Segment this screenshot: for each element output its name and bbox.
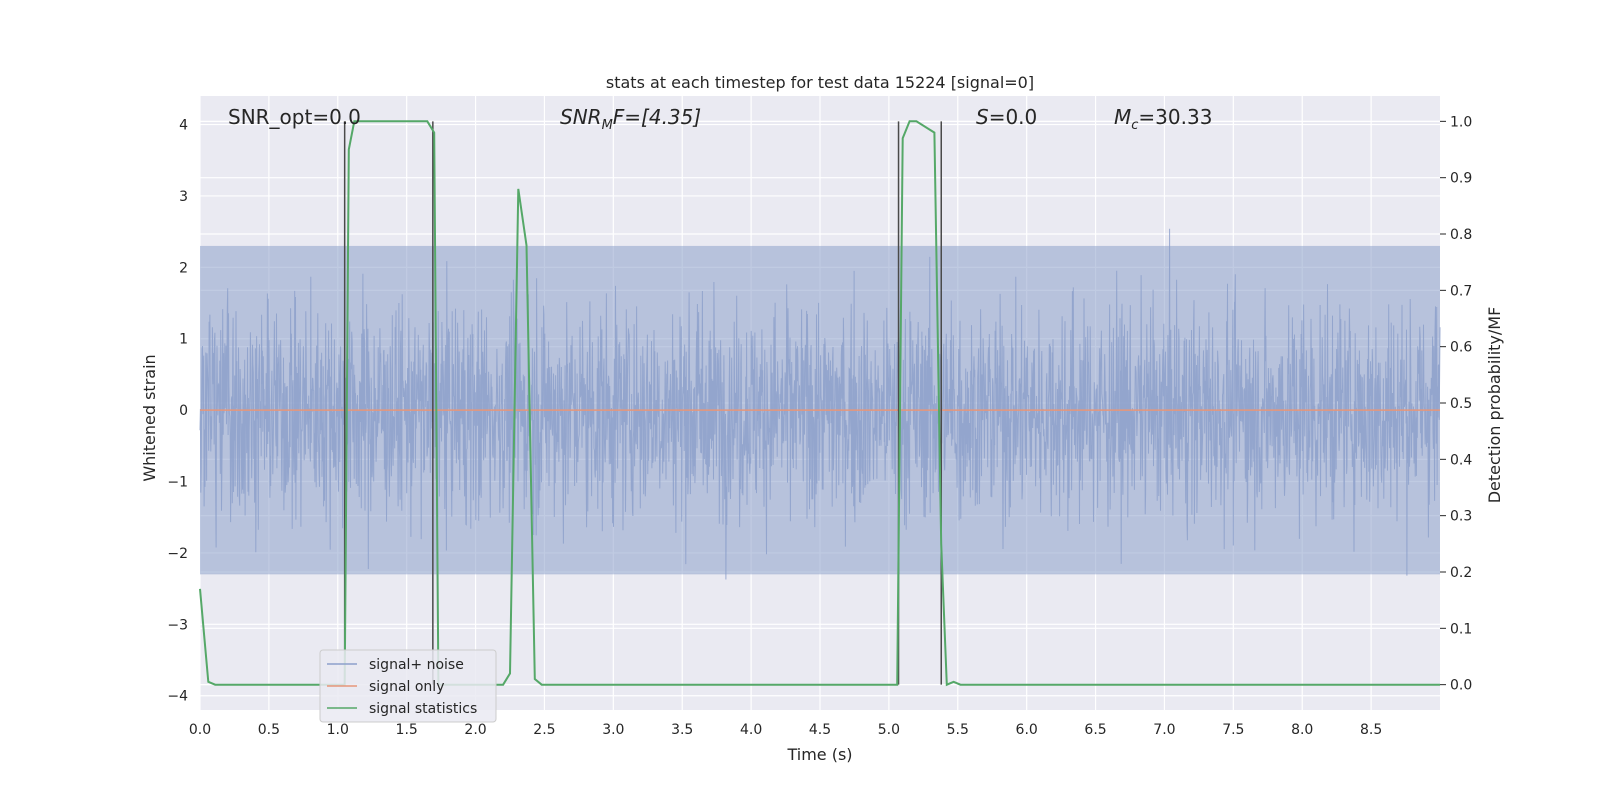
y-axis-ticks: 4 3 2 1 0 −1 −2 −3 −4 — [167, 118, 188, 705]
y-tick-label-8: −4 — [167, 689, 188, 705]
x-tick-label-16: 8.0 — [1291, 722, 1313, 738]
chart-title: stats at each timestep for test data 152… — [606, 73, 1034, 92]
legend: signal+ noise signal only signal statist… — [319, 649, 497, 723]
x-tick-label-6: 3.0 — [602, 722, 624, 738]
x-tick-label-11: 5.5 — [947, 722, 969, 738]
y-right-tick-label-6: 0.4 — [1450, 452, 1472, 468]
y-right-tick-label-10: 0.0 — [1450, 678, 1472, 694]
annotation-snr-mf: SNRMF=[4.35] — [560, 105, 701, 133]
annotation-mc: Mc=30.33 — [1114, 105, 1212, 133]
x-tick-label-12: 6.0 — [1016, 722, 1038, 738]
y-right-tick-label-1: 0.9 — [1450, 171, 1472, 187]
x-tick-label-3: 1.5 — [396, 722, 418, 738]
x-tick-label-5: 2.5 — [533, 722, 555, 738]
y-right-tick-label-3: 0.7 — [1450, 283, 1472, 299]
legend-label-signal-statistics: signal statistics — [369, 701, 477, 717]
x-axis-ticks: 0.0 0.5 1.0 1.5 2.0 2.5 3.0 3.5 4.0 4.5 5.0 5.5 6.0 6… — [189, 722, 1382, 738]
y-tick-label-1: 3 — [179, 189, 188, 205]
x-tick-label-14: 7.0 — [1153, 722, 1175, 738]
y-right-tick-label-2: 0.8 — [1450, 227, 1472, 243]
x-tick-label-1: 0.5 — [258, 722, 280, 738]
annotation-snr-mf-main: SNR — [560, 105, 602, 129]
annotation-snr-mf-sub: M — [602, 118, 613, 133]
y-right-tick-label-7: 0.3 — [1450, 509, 1472, 525]
x-tick-label-4: 2.0 — [464, 722, 486, 738]
x-tick-label-10: 5.0 — [878, 722, 900, 738]
x-tick-label-0: 0.0 — [189, 722, 211, 738]
series-signal-noise — [199, 228, 1441, 580]
y-tick-label-7: −3 — [167, 617, 188, 633]
annotation-snr-opt: SNR_opt=0.0 — [228, 105, 361, 129]
y-right-axis-ticks: 1.0 0.9 0.8 0.7 0.6 0.5 0.4 0.3 0.2 0.1 0.0 — [1440, 114, 1472, 694]
y-right-tick-label-0: 1.0 — [1450, 114, 1472, 130]
annotation-s-main: S — [976, 105, 989, 129]
y-right-tick-label-9: 0.1 — [1450, 621, 1472, 637]
x-tick-label-2: 1.0 — [327, 722, 349, 738]
annotation-s: S=0.0 — [976, 105, 1037, 129]
x-tick-label-7: 3.5 — [671, 722, 693, 738]
annotation-s-rest: =0.0 — [989, 105, 1038, 129]
y-tick-label-2: 2 — [179, 260, 188, 276]
annotation-mc-main: M — [1114, 105, 1131, 129]
series-signal-statistics — [199, 120, 1440, 687]
y-right-tick-label-5: 0.5 — [1450, 396, 1472, 412]
x-tick-label-9: 4.5 — [809, 722, 831, 738]
annotation-mc-rest: =30.33 — [1138, 105, 1212, 129]
legend-box — [319, 649, 497, 723]
annotation-mc-sub: c — [1131, 118, 1138, 133]
legend-label-signal-only: signal only — [369, 679, 444, 695]
y-right-tick-label-4: 0.6 — [1450, 340, 1472, 356]
signal-statistics-line — [199, 120, 1440, 687]
y-tick-label-3: 1 — [179, 332, 188, 348]
y-right-axis-label: Detection probability/MF — [1485, 307, 1504, 504]
x-tick-label-15: 7.5 — [1222, 722, 1244, 738]
y-tick-label-6: −2 — [167, 546, 188, 562]
x-tick-label-8: 4.0 — [740, 722, 762, 738]
annotation-snr-mf-rest: F=[4.35] — [613, 105, 701, 129]
x-axis-label: Time (s) — [786, 745, 852, 764]
x-tick-label-17: 8.5 — [1360, 722, 1382, 738]
legend-label-signal-noise: signal+ noise — [369, 657, 464, 673]
y-tick-label-5: −1 — [167, 475, 188, 491]
x-tick-label-13: 6.5 — [1084, 722, 1106, 738]
y-tick-label-0: 4 — [179, 118, 188, 134]
y-axis-label: Whitened strain — [140, 354, 159, 481]
y-tick-label-4: 0 — [179, 403, 188, 419]
y-right-tick-label-8: 0.2 — [1450, 565, 1472, 581]
